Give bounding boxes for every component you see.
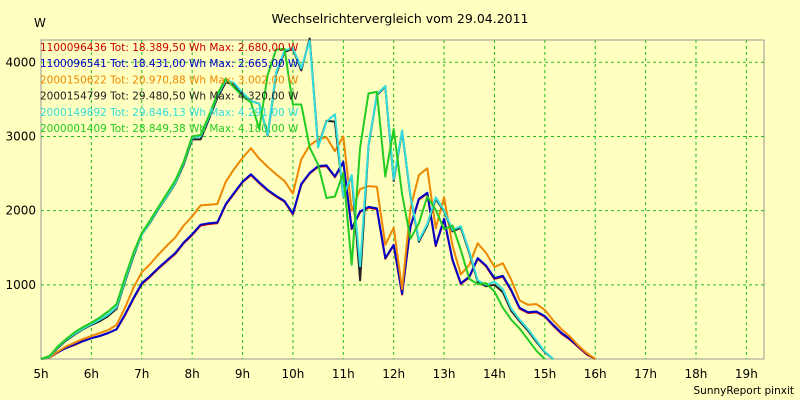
series-lines [40, 37, 596, 360]
x-tick-label: 5h [33, 367, 48, 381]
x-tick-label: 13h [433, 367, 456, 381]
x-tick-label: 9h [235, 367, 250, 381]
grid [41, 40, 764, 359]
x-tick-label: 7h [134, 367, 149, 381]
y-tick-label: 1000 [5, 278, 36, 292]
legend-entry-2000154799: 2000154799 Tot: 29.480,50 Wh Max: 4.320,… [40, 91, 299, 103]
x-tick-label: 15h [533, 367, 556, 381]
legend-entry-2000150622: 2000150622 Tot: 20.970,88 Wh Max: 3.002,… [40, 74, 299, 86]
legend-entry-1100096541: 1100096541 Tot: 18.431,00 Wh Max: 2.665,… [40, 58, 299, 70]
legend-entry-2000149892: 2000149892 Tot: 29.846,13 Wh Max: 4.291,… [40, 107, 299, 119]
footer-text: SunnyReport pinxit [694, 385, 794, 397]
legend-entry-2000001409: 2000001409 Tot: 28.849,38 Wh Max: 4.180,… [40, 123, 299, 135]
legend: 1100096436 Tot: 18.389,50 Wh Max: 2.680,… [40, 42, 299, 135]
series-line-2000001409 [40, 47, 546, 360]
x-tick-label: 18h [685, 367, 708, 381]
legend-entry-1100096436: 1100096436 Tot: 18.389,50 Wh Max: 2.680,… [40, 42, 299, 54]
x-tick-label: 12h [382, 367, 405, 381]
y-axis: 1000 2000 3000 4000 [5, 55, 36, 292]
x-tick-label: 8h [185, 367, 200, 381]
y-axis-label: W [34, 16, 46, 30]
x-tick-label: 11h [332, 367, 355, 381]
y-tick-label: 3000 [5, 129, 36, 143]
chart-title: Wechselrichtervergleich vom 29.04.2011 [271, 11, 528, 26]
x-tick-label: 19h [735, 367, 758, 381]
x-tick-label: 14h [483, 367, 506, 381]
x-tick-label: 17h [634, 367, 657, 381]
x-axis: 5h 6h 7h 8h 9h 10h 11h 12h 13h 14h 15h 16h 17h 18h 19h [33, 367, 757, 381]
y-tick-label: 4000 [5, 55, 36, 69]
x-tick-label: 16h [584, 367, 607, 381]
y-tick-label: 2000 [5, 204, 36, 218]
x-tick-label: 10h [281, 367, 304, 381]
x-tick-label: 6h [84, 367, 99, 381]
